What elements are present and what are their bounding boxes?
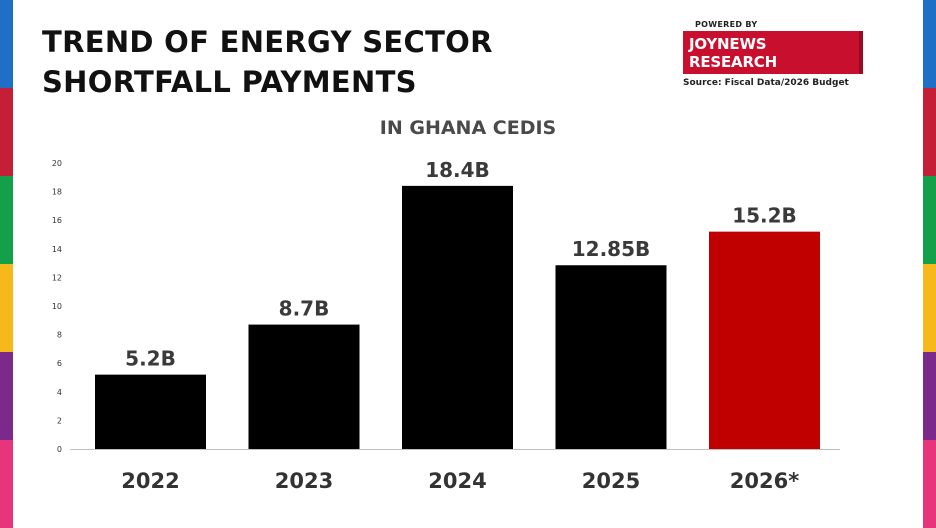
x-tick-label: 2022 (121, 469, 179, 493)
y-tick-label: 8 (57, 331, 62, 340)
y-tick-label: 6 (57, 359, 62, 368)
powered-by-label: POWERED BY (695, 20, 758, 29)
left-color-stripe (0, 0, 13, 528)
chart-subtitle: IN GHANA CEDIS (379, 117, 557, 139)
bar-2026 (709, 231, 820, 449)
bar-2025 (555, 265, 667, 449)
x-tick-label: 2023 (275, 469, 333, 493)
y-tick-label: 2 (57, 416, 62, 425)
data-label: 15.2B (732, 204, 797, 228)
source-note: Source: Fiscal Data/2026 Budget (683, 78, 849, 88)
y-tick-label: 0 (57, 445, 62, 454)
y-tick-label: 4 (57, 388, 62, 397)
x-tick-label: 2024 (428, 469, 486, 493)
y-tick-label: 16 (52, 216, 62, 225)
bar-2022 (95, 374, 206, 449)
data-label: 8.7B (279, 297, 330, 321)
right-color-stripe (923, 0, 936, 528)
y-tick-label: 10 (52, 302, 62, 311)
y-tick-label: 18 (52, 188, 62, 197)
data-label: 5.2B (125, 347, 176, 371)
page-title: TREND OF ENERGY SECTOR SHORTFALL PAYMENT… (42, 25, 493, 99)
brand-logo: JOYNEWS RESEARCH (683, 31, 863, 74)
y-tick-label: 12 (52, 273, 62, 282)
brand-block: POWERED BY JOYNEWS RESEARCH Source: Fisc… (683, 20, 863, 88)
data-label: 12.85B (572, 237, 651, 261)
bar-2023 (248, 324, 360, 449)
x-tick-label: 2025 (582, 469, 640, 493)
y-tick-label: 20 (52, 159, 62, 168)
x-tick-label: 2026* (730, 469, 799, 493)
data-label: 18.4B (425, 158, 490, 182)
y-tick-label: 14 (52, 245, 62, 254)
bar-2024 (402, 185, 513, 449)
